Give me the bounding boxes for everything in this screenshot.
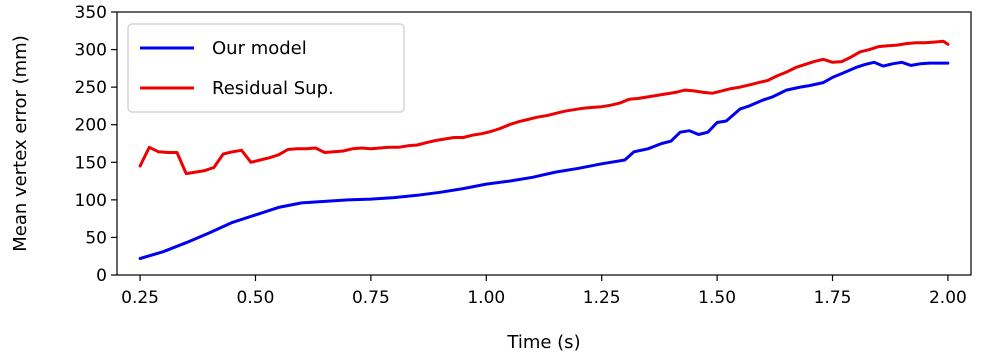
x-tick-label: 1.75 xyxy=(814,288,852,308)
legend: Our model Residual Sup. xyxy=(127,23,405,113)
y-tick-label: 350 xyxy=(75,3,107,23)
series-line-1 xyxy=(138,39,950,176)
plot-area-frame xyxy=(116,11,972,276)
legend-box xyxy=(127,23,405,113)
x-tick-label: 0.25 xyxy=(121,288,159,308)
x-axis-label: Time (s) xyxy=(506,332,580,353)
y-tick-label: 200 xyxy=(75,116,107,136)
x-tick-label: 1.50 xyxy=(698,288,736,308)
series-line-0 xyxy=(138,60,950,260)
x-tick-label: 1.00 xyxy=(467,288,505,308)
y-tick-label: 50 xyxy=(85,228,107,248)
y-tick-label: 100 xyxy=(75,191,107,211)
x-tick-label: 1.25 xyxy=(583,288,621,308)
y-axis-label: Mean vertex error (mm) xyxy=(10,35,31,252)
x-tick-label: 2.00 xyxy=(929,288,967,308)
legend-label: Our model xyxy=(212,38,307,59)
y-tick-label: 150 xyxy=(75,153,107,173)
y-tick-label: 250 xyxy=(75,78,107,98)
x-axis: 0.25 0.50 0.75 1.00 1.25 1.50 1.75 2.00 xyxy=(121,275,967,308)
plot-series xyxy=(138,39,950,260)
legend-label: Residual Sup. xyxy=(212,78,334,99)
y-tick-label: 300 xyxy=(75,41,107,61)
x-tick-label: 0.75 xyxy=(352,288,390,308)
x-tick-label: 0.50 xyxy=(237,288,275,308)
y-axis: 0 50 100 150 200 250 300 350 xyxy=(75,3,117,286)
y-tick-label: 0 xyxy=(96,266,107,286)
